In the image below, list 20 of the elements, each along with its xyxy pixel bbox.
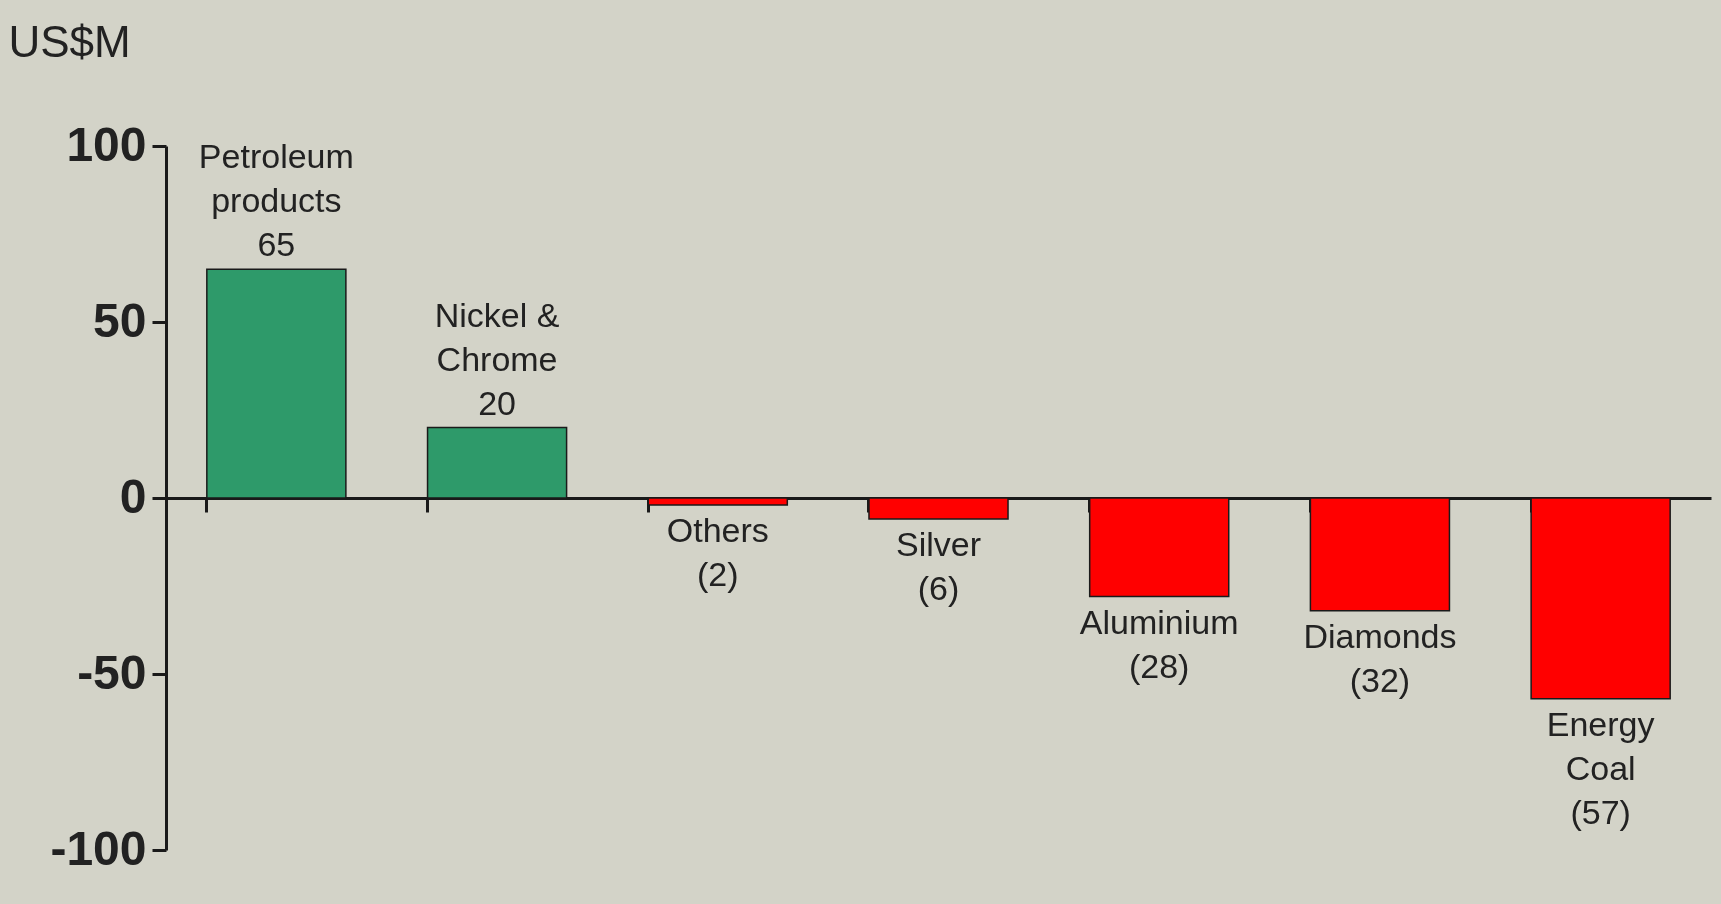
data-label: (28) — [1128, 646, 1190, 685]
data-label: 20 — [478, 383, 516, 422]
category-label: Energy Coal — [1546, 704, 1655, 787]
x-tick-label: Aluminium — [1079, 602, 1239, 641]
x-tick-label: Diamonds — [1303, 616, 1457, 655]
y-tick-label: 50 — [93, 293, 147, 347]
y-tick-label: 100 — [66, 117, 147, 171]
data-label: (57) — [1570, 792, 1631, 831]
data-label: (2) — [697, 555, 739, 594]
y-tick-label: 0 — [119, 469, 147, 523]
data-label: 65 — [257, 225, 296, 264]
data-label: (32) — [1349, 660, 1411, 699]
y-tick-label: -100 — [50, 821, 147, 875]
y-axis-title: US$M — [8, 16, 131, 66]
data-label: (6) — [917, 569, 960, 608]
y-tick-label: -50 — [77, 645, 147, 699]
category-label: Petroleum products — [198, 137, 354, 220]
x-tick-label: Others — [666, 511, 769, 550]
category-label: Nickel & Chrome — [434, 295, 560, 378]
x-tick-label: Silver — [895, 525, 982, 564]
